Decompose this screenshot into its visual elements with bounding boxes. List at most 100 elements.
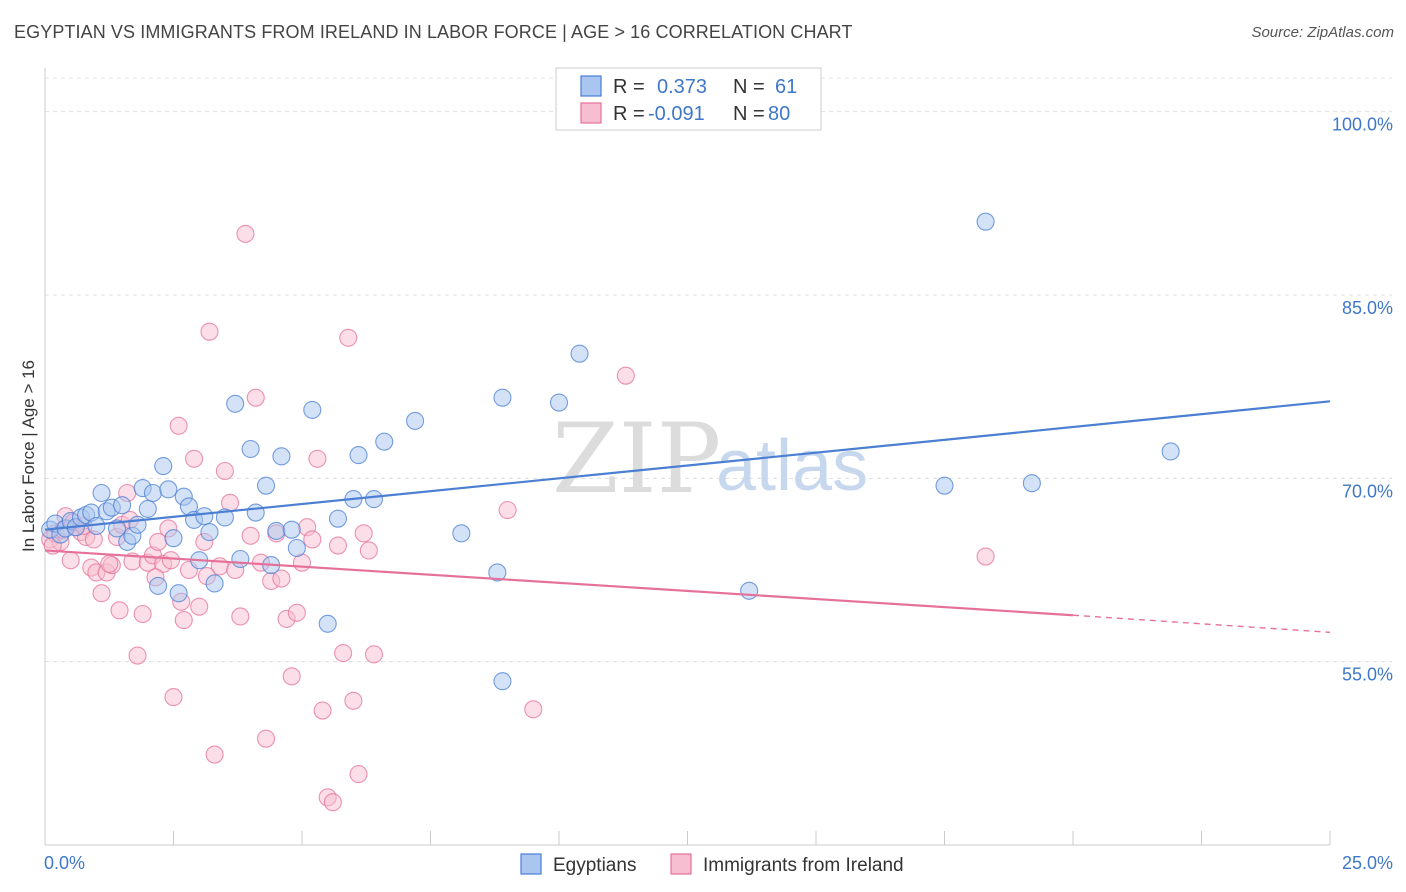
data-points [41,212,1180,812]
ireland-point-25 [169,416,188,435]
ireland-point-63 [364,645,384,664]
ireland-point-26 [174,611,193,630]
egyptians-point-37 [246,503,265,522]
egyptians-point-49 [364,490,384,509]
ireland-point-52 [308,449,327,468]
x-tick-label-0: 0.0% [44,853,85,873]
y-tick-label-0: 55.0% [1342,665,1393,685]
egyptians-point-41 [272,447,291,466]
y-axis-label: In Labor Force | Age > 16 [19,360,38,552]
egyptians-point-53 [488,563,507,582]
ireland-point-58 [339,328,358,347]
egyptians-point-45 [318,614,337,633]
legend-swatch-egyptians [580,75,602,97]
ireland-point-60 [349,765,368,784]
bottom-legend-swatch-ireland [670,853,692,875]
ireland-point-18 [133,604,152,624]
egyptians-point-10 [92,483,111,503]
egyptians-point-54 [493,388,512,407]
ireland-point-55 [323,793,342,812]
ireland-point-66 [616,366,635,385]
egyptians-point-51 [406,411,425,430]
axes [44,68,1331,846]
ireland-point-28 [185,449,204,468]
ireland-point-29 [190,597,209,616]
egyptians-point-22 [154,457,173,476]
ireland-point-67 [976,547,995,566]
y-tick-label-2: 85.0% [1342,298,1393,318]
ireland-trend-line-dashed [1072,614,1331,634]
legend-r-label-2: R = [613,103,645,125]
legend-n-value-1: 61 [775,76,797,98]
egyptians-point-43 [287,538,306,558]
bottom-legend: Egyptians Immigrants from Ireland [520,853,904,876]
watermark-atlas: atlas [716,426,868,506]
watermark: ZIP atlas [552,403,868,515]
ireland-point-56 [328,536,348,555]
ireland-point-4 [61,551,80,570]
ireland-point-17 [128,646,147,665]
egyptians-point-31 [200,523,219,542]
ireland-point-32 [205,745,224,764]
ireland-point-51 [303,530,322,549]
ireland-point-74 [110,601,129,620]
ireland-point-31 [200,322,219,341]
bottom-legend-swatch-egyptians [520,853,542,875]
ireland-point-42 [256,729,276,748]
egyptians-point-40 [267,521,286,540]
ireland-point-24 [164,688,183,707]
egyptians-point-58 [935,476,954,495]
ireland-point-37 [231,607,250,626]
egyptians-trend-line [44,400,1331,531]
watermark-zip: ZIP [552,403,721,515]
ireland-trend-line [44,549,1074,617]
egyptians-point-36 [241,439,260,459]
egyptians-point-32 [205,574,224,593]
legend-n-label-2: N = [733,103,765,125]
ireland-point-64 [498,501,517,520]
grid-lines [45,77,1392,663]
egyptians-point-60 [1022,474,1041,493]
legend-n-value-2: 80 [768,103,790,125]
egyptians-point-48 [349,446,368,465]
ireland-point-61 [354,524,373,543]
egyptians-point-20 [143,483,162,503]
egyptians-point-55 [549,393,569,412]
egyptians-point-24 [164,529,183,548]
y-tick-label-1: 70.0% [1342,481,1393,501]
source-label: Source: ZipAtlas.com [1251,24,1394,41]
bottom-legend-label-egyptians: Egyptians [553,855,636,876]
egyptians-point-14 [113,496,132,515]
egyptians-point-35 [231,549,250,569]
bottom-legend-label-ireland: Immigrants from Ireland [703,855,904,876]
egyptians-point-25 [169,584,188,603]
x-tick-label-1: 25.0% [1342,853,1393,873]
egyptians-point-61 [1161,442,1180,461]
legend-r-value-1: 0.373 [657,76,707,98]
legend-swatch-ireland [580,102,602,124]
egyptians-point-30 [195,507,214,526]
ireland-point-40 [246,388,265,407]
legend-r-value-2: -0.091 [648,103,705,125]
egyptians-point-57 [740,581,759,600]
ireland-point-59 [344,691,363,710]
ireland-point-57 [334,644,353,663]
ireland-point-38 [236,224,255,243]
ireland-point-65 [524,700,543,719]
egyptians-point-19 [138,499,157,518]
egyptians-point-52 [452,524,471,543]
ireland-point-10 [92,584,111,603]
egyptians-point-13 [107,519,127,538]
ireland-point-45 [272,569,291,588]
ireland-point-47 [282,667,301,686]
ireland-point-77 [161,551,180,570]
tick-labels: 55.0% 70.0% 85.0% 100.0% 0.0% 25.0% [44,115,1393,873]
egyptians-point-44 [303,400,322,419]
egyptians-point-38 [256,476,276,495]
y-tick-label-3: 100.0% [1332,115,1393,135]
chart-title: EGYPTIAN VS IMMIGRANTS FROM IRELAND IN L… [14,22,853,42]
egyptians-point-34 [226,394,245,413]
egyptians-point-59 [976,212,995,231]
ireland-point-39 [241,526,260,545]
